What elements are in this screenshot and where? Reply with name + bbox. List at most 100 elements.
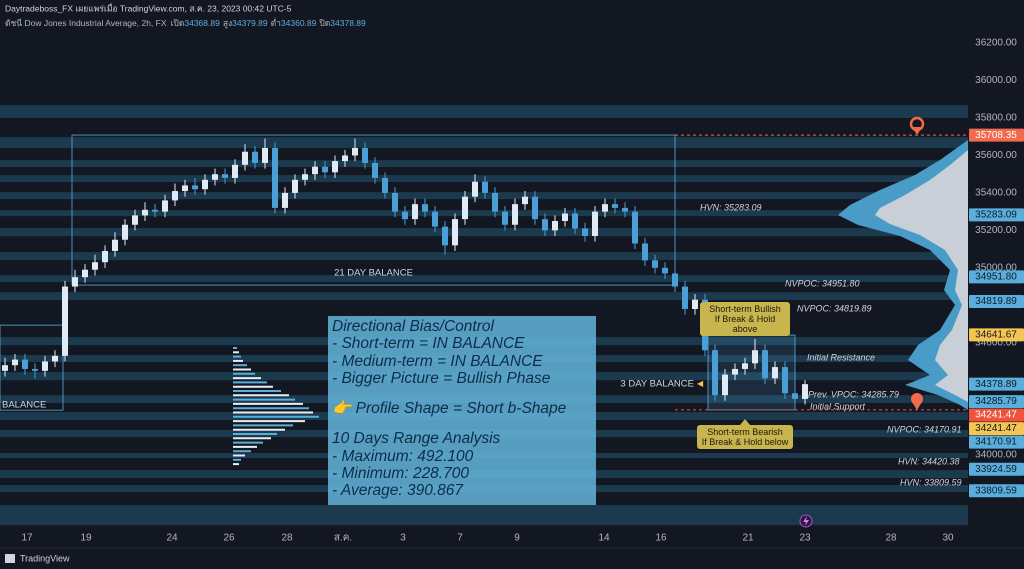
zone xyxy=(0,192,968,200)
candle-body xyxy=(272,147,278,208)
info-line: - Maximum: 492.100 xyxy=(332,447,474,465)
event-icon xyxy=(799,514,813,528)
price-label-box xyxy=(969,328,1024,342)
y-tick-label: 34600.00 xyxy=(975,337,1017,348)
candle-body xyxy=(302,174,308,180)
x-tick-label: 7 xyxy=(457,533,463,544)
candle-body xyxy=(402,211,408,220)
candle-body xyxy=(142,209,148,216)
candle-body xyxy=(342,155,348,162)
candle-body xyxy=(542,219,548,231)
hand-icon: ◀ xyxy=(697,379,704,388)
price-label: 34285.79 xyxy=(975,396,1017,407)
price-label-box xyxy=(969,128,1024,142)
price-label: 34378.89 xyxy=(975,379,1017,390)
box-label: 3 DAY BALANCE xyxy=(620,379,694,390)
candle-body xyxy=(282,192,288,208)
candle-body xyxy=(42,361,48,371)
price-label-box xyxy=(969,435,1024,449)
candle-body xyxy=(252,151,258,163)
candle-body xyxy=(432,211,438,227)
symbol: ดัชนี Dow Jones Industrial Average, 2h, … xyxy=(5,18,167,28)
candle-body xyxy=(792,393,798,399)
annotation: HVN: 35283.09 xyxy=(700,202,762,212)
zone xyxy=(0,275,968,283)
x-tick-label: 21 xyxy=(742,533,754,544)
candle-body xyxy=(222,174,228,178)
candle-body xyxy=(2,365,8,371)
y-tick-label: 35200.00 xyxy=(975,225,1017,236)
price-label: 33924.59 xyxy=(975,464,1017,475)
x-tick-label: 24 xyxy=(166,533,178,544)
x-tick-label: 30 xyxy=(942,533,954,544)
balance-box xyxy=(707,334,796,411)
candle-body xyxy=(462,196,468,220)
candle-body xyxy=(442,226,448,246)
candle-body xyxy=(522,196,528,205)
price-label: 34951.80 xyxy=(975,271,1017,282)
candle-body xyxy=(562,213,568,222)
annotation: NVPOC: 34170.91 xyxy=(887,424,962,434)
symbol-line: ดัชนี Dow Jones Industrial Average, 2h, … xyxy=(5,17,366,29)
ohlc-value: 34379.89 xyxy=(232,18,268,28)
callout-line: If Break & Hold below xyxy=(701,437,789,447)
candle-body xyxy=(202,179,208,190)
y-tick-label: 34000.00 xyxy=(975,450,1017,461)
box-label: 21 DAY BALANCE xyxy=(334,268,413,279)
candle-body xyxy=(352,147,358,156)
candle-body xyxy=(152,209,158,212)
candle-body xyxy=(742,363,748,369)
price-label-box xyxy=(969,270,1024,284)
info-line: - Short-term = IN BALANCE xyxy=(332,335,525,353)
annotation: HVN: 34420.38 xyxy=(898,456,960,466)
box-label: BALANCE xyxy=(2,400,46,411)
price-label-box xyxy=(969,395,1024,409)
candle-body xyxy=(452,219,458,246)
zone xyxy=(0,210,968,217)
price-label-box xyxy=(969,408,1024,422)
candle-body xyxy=(712,350,718,396)
candle-body xyxy=(672,273,678,287)
candle-body xyxy=(102,250,108,263)
candle-body xyxy=(782,367,788,394)
candle-body xyxy=(312,166,318,175)
price-label: 33809.59 xyxy=(975,485,1017,496)
balance-box xyxy=(0,324,64,411)
candle-body xyxy=(692,299,698,310)
ohlc-label: ปิด xyxy=(319,18,330,28)
candle-body xyxy=(602,204,608,212)
info-line: - Average: 390.867 xyxy=(332,482,463,500)
info-line: Directional Bias/Control xyxy=(332,318,494,335)
candle-body xyxy=(22,359,28,369)
candle-body xyxy=(392,192,398,212)
candle-body xyxy=(502,211,508,225)
pin-marker xyxy=(909,116,925,135)
candle-body xyxy=(722,374,728,396)
price-label-box xyxy=(969,422,1024,436)
candle-body xyxy=(582,228,588,236)
candle-body xyxy=(292,179,298,193)
annotation: NVPOC: 34951.80 xyxy=(785,278,860,288)
volume-profile xyxy=(838,140,968,410)
info-line: - Bigger Picture = Bullish Phase xyxy=(332,369,551,387)
candle-body xyxy=(592,211,598,236)
candle-body xyxy=(482,181,488,193)
callout: Short-term Bearish If Break & Hold below xyxy=(697,425,793,449)
y-tick-label: 35000.00 xyxy=(975,262,1017,273)
callout-line: If Break & Hold above xyxy=(714,314,776,334)
candle-body xyxy=(652,260,658,268)
ohlc-label: ต่ำ xyxy=(271,17,281,28)
candle-body xyxy=(262,147,268,163)
price-label-box xyxy=(969,377,1024,391)
candle-body xyxy=(82,269,88,278)
callout-line: Short-term Bearish xyxy=(707,427,783,437)
annotation: NVPOC: 34819.89 xyxy=(797,303,872,313)
x-tick-label: 16 xyxy=(655,533,667,544)
annotation: Initial Resistance xyxy=(807,352,875,362)
ohlc-label: สูง xyxy=(223,18,232,29)
candle-body xyxy=(612,204,618,208)
zone xyxy=(0,175,968,183)
candle-body xyxy=(682,286,688,310)
candle-body xyxy=(532,196,538,220)
candle-body xyxy=(192,185,198,190)
